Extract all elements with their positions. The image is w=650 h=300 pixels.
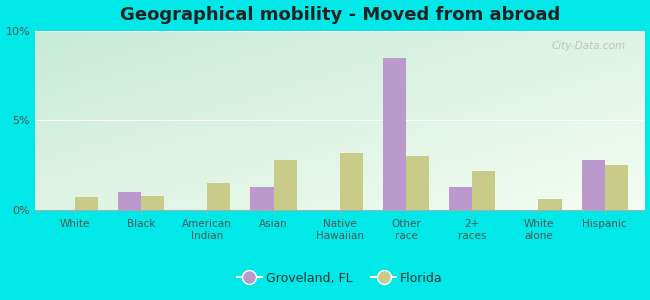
Bar [207,183,231,210]
Bar [383,58,406,210]
Bar [118,192,141,210]
Legend: Groveland, FL, Florida: Groveland, FL, Florida [232,267,447,290]
Title: Geographical mobility - Moved from abroad: Geographical mobility - Moved from abroa… [120,6,560,24]
Bar [538,199,562,210]
Bar [75,197,98,210]
Bar [250,187,274,210]
Bar [340,153,363,210]
Text: City-Data.com: City-Data.com [552,41,626,51]
Bar [141,196,164,210]
Bar [604,165,628,210]
Bar [472,170,495,210]
Bar [582,160,604,210]
Bar [406,156,429,210]
Bar [449,187,472,210]
Bar [274,160,296,210]
